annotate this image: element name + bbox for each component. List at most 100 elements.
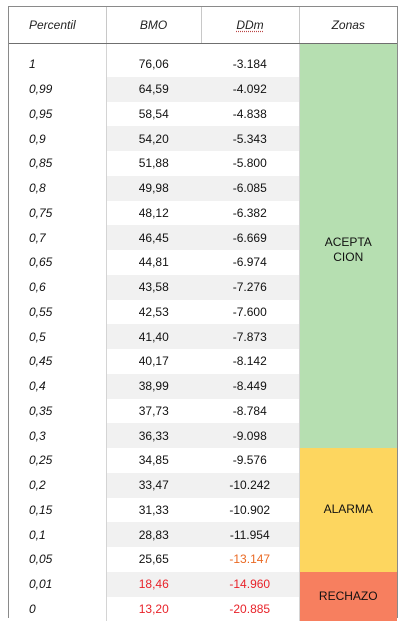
table-row: 0,35 37,73 -8.784 [9,398,397,424]
table-row: 0,99 64,59 -4.092 [9,76,397,102]
table-row: 0,4 38,99 -8.449 [9,373,397,399]
ddm-cell: -14.960 [201,571,299,597]
header-row: Percentil BMO DDm Zonas [9,7,397,44]
table-row: 0,1 28,83 -11.954 [9,522,397,547]
bmo-cell: 25,65 [105,547,201,572]
ddm-cell: -8.784 [201,398,299,424]
percentil-cell: 0,95 [9,101,106,127]
bmo-cell: 41,40 [105,324,201,349]
percentil-cell: 0,65 [9,250,106,275]
ddm-cell: -10.902 [201,497,299,523]
percentile-table-frame: Percentil BMO DDm Zonas 1 76,06 -3.184 A… [8,6,398,622]
bmo-cell: 37,73 [105,398,201,424]
percentile-zone-table: Percentil BMO DDm Zonas 1 76,06 -3.184 A… [9,7,397,622]
spacer-row [9,43,397,52]
bmo-cell: 31,33 [105,497,201,523]
ddm-cell: -6.382 [201,200,299,226]
table-row: 0 13,20 -20.885 [9,596,397,622]
ddm-cell: -8.449 [201,373,299,399]
bmo-cell: 13,20 [105,596,201,622]
zone-acceptance-label-line1: ACEPTA [324,235,372,249]
percentil-cell: 0 [9,596,106,622]
percentil-cell: 0,7 [9,225,106,250]
percentil-cell: 0,25 [9,448,106,473]
table-row: 0,05 25,65 -13.147 [9,547,397,572]
ddm-cell: -6.669 [201,225,299,250]
bmo-cell: 34,85 [105,448,201,473]
ddm-cell: -6.085 [201,175,299,201]
table-row: 0,8 49,98 -6.085 [9,175,397,201]
bmo-cell: 43,58 [105,274,201,300]
ddm-cell: -4.838 [201,101,299,127]
bmo-cell: 44,81 [105,250,201,275]
header-percentil: Percentil [9,7,106,44]
zone-acceptance: ACEPTA CION [298,52,397,448]
bmo-cell: 64,59 [105,76,201,102]
bmo-cell: 28,83 [105,522,201,547]
table-row: 0,95 58,54 -4.838 [9,101,397,127]
percentil-cell: 0,45 [9,349,106,374]
ddm-cell: -10.242 [201,472,299,498]
ddm-cell: -8.142 [201,349,299,374]
bmo-cell: 18,46 [105,571,201,597]
bmo-cell: 33,47 [105,472,201,498]
ddm-cell: -20.885 [201,596,299,622]
table-row: 1 76,06 -3.184 ACEPTA CION [9,52,397,448]
table-row: 0,25 34,85 -9.576 ALARMA [9,448,397,572]
table-row: 0,3 36,33 -9.098 [9,423,397,448]
bmo-cell: 42,53 [105,299,201,325]
bmo-cell: 40,17 [105,349,201,374]
table-row: 0,2 33,47 -10.242 [9,472,397,498]
percentil-cell: 0,85 [9,151,106,176]
percentil-cell: 0,9 [9,126,106,151]
percentil-cell: 0,01 [9,571,106,597]
percentil-cell: 0,8 [9,175,106,201]
percentil-cell: 0,75 [9,200,106,226]
zone-alarm: ALARMA [298,448,397,572]
percentil-cell: 0,99 [9,76,106,102]
header-bmo: BMO [105,7,201,44]
percentil-cell: 0,6 [9,274,106,300]
ddm-cell: -9.098 [201,423,299,448]
header-zonas: Zonas [298,7,397,44]
ddm-cell: -6.974 [201,250,299,275]
ddm-cell: -5.800 [201,151,299,176]
table-row: 0,5 41,40 -7.873 [9,324,397,349]
ddm-cell: -4.092 [201,76,299,102]
zone-acceptance-label-line2: CION [333,250,364,264]
bmo-cell: 48,12 [105,200,201,226]
ddm-cell: -3.184 [201,52,299,77]
percentil-cell: 0,5 [9,324,106,349]
zone-rejection: RECHAZO [298,571,397,622]
percentil-cell: 1 [9,52,106,77]
table-row: 0,7 46,45 -6.669 [9,225,397,250]
table-row: 0,65 44,81 -6.974 [9,250,397,275]
table-row: 0,85 51,88 -5.800 [9,151,397,176]
percentil-cell: 0,3 [9,423,106,448]
percentil-cell: 0,05 [9,547,106,572]
percentil-cell: 0,1 [9,522,106,547]
percentil-cell: 0,55 [9,299,106,325]
bmo-cell: 38,99 [105,373,201,399]
bmo-cell: 36,33 [105,423,201,448]
percentil-cell: 0,4 [9,373,106,399]
table-row: 0,75 48,12 -6.382 [9,200,397,226]
bmo-cell: 58,54 [105,101,201,127]
ddm-cell: -13.147 [201,547,299,572]
ddm-cell: -7.873 [201,324,299,349]
table-row: 0,55 42,53 -7.600 [9,299,397,325]
bmo-cell: 49,98 [105,175,201,201]
bmo-cell: 46,45 [105,225,201,250]
table-row: 0,9 54,20 -5.343 [9,126,397,151]
table-row: 0,6 43,58 -7.276 [9,274,397,300]
percentil-cell: 0,35 [9,398,106,424]
ddm-cell: -5.343 [201,126,299,151]
bmo-cell: 54,20 [105,126,201,151]
ddm-cell: -7.600 [201,299,299,325]
header-ddm: DDm [200,7,299,44]
bmo-cell: 76,06 [105,52,201,77]
ddm-cell: -9.576 [201,448,299,473]
ddm-cell: -7.276 [201,274,299,300]
bmo-cell: 51,88 [105,151,201,176]
table-row: 0,01 18,46 -14.960 RECHAZO [9,571,397,622]
